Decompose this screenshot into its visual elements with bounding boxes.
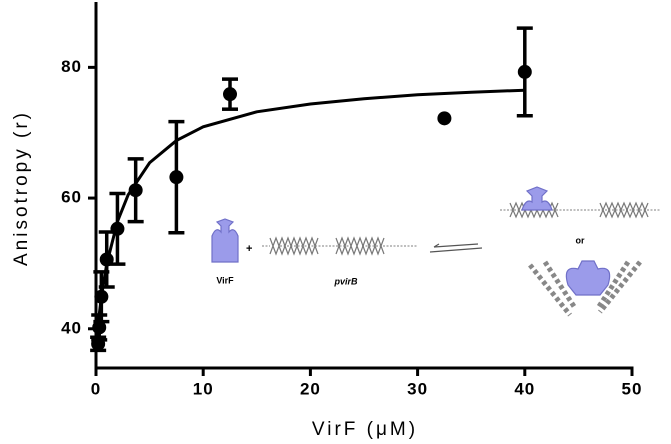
data-point <box>92 320 107 335</box>
dna-helix <box>335 236 385 256</box>
y-tick-label: 80 <box>61 57 82 76</box>
data-point <box>169 170 184 185</box>
y-tick-label: 40 <box>61 318 82 337</box>
data-point <box>128 183 143 198</box>
data-point <box>223 87 237 102</box>
y-tick-label: 60 <box>61 188 82 207</box>
equilibrium-arrows <box>429 243 483 253</box>
x-axis-title: VirF (μM) <box>312 419 418 440</box>
data-point <box>517 64 532 79</box>
x-tick-label: 30 <box>407 379 428 398</box>
data-point <box>110 221 125 236</box>
x-tick-label: 50 <box>622 379 643 398</box>
inset-label: VirF <box>216 275 234 285</box>
data-point <box>437 111 452 126</box>
x-tick-label: 40 <box>514 379 535 398</box>
protein-icon <box>521 186 553 211</box>
protein-icon <box>211 218 239 263</box>
data-point <box>94 289 109 304</box>
x-tick-label: 10 <box>193 379 214 398</box>
plus: + <box>246 243 252 255</box>
dna-helix <box>599 201 649 219</box>
inset-label: pvirB <box>333 276 358 286</box>
inset-label: or <box>576 235 585 245</box>
x-tick-label: 20 <box>300 379 321 398</box>
fit-curve <box>94 88 525 343</box>
inset-diagram: + <box>211 186 660 317</box>
dna-helix <box>269 236 319 256</box>
y-axis-title: Anisotropy (r) <box>11 110 32 266</box>
x-tick-label: 0 <box>91 379 101 398</box>
protein-dimer <box>565 260 611 296</box>
